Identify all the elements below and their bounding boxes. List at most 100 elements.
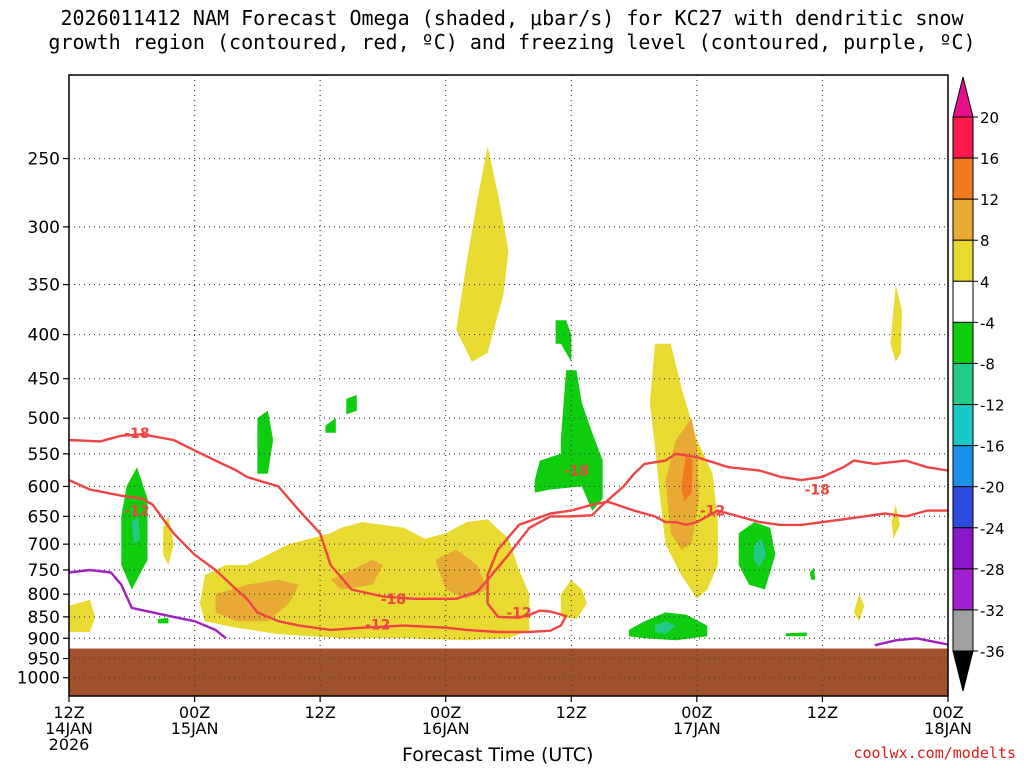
x-tick-label-4: 12Z	[556, 703, 587, 722]
colorbar-label-11: -28	[980, 561, 1005, 579]
colorbar: 20 16 12 8 4 -4 -8 -12 -16 -20 -24 -28 -32 -36	[952, 76, 1005, 692]
contour-line-0	[68, 433, 949, 600]
y-tick-label-14: 950	[28, 650, 60, 670]
y-tick-label-10: 750	[28, 561, 60, 581]
x-tick-line-5-1: 17JAN	[673, 719, 721, 738]
plot-frame	[68, 74, 949, 697]
contour-label-4: -12	[506, 605, 531, 621]
x-tick-label-1: 00Z 15JAN	[171, 703, 219, 738]
colorbar-label-3: 8	[980, 232, 990, 250]
contours: -18 -12 -18 -12 -12 -18 -12 -18	[68, 426, 949, 647]
contour-line-1	[68, 479, 948, 634]
x-tick-label-6: 12Z	[807, 703, 838, 722]
omega-region-15	[257, 410, 274, 474]
omega-region-18	[534, 370, 603, 511]
contour-label-3: -12	[365, 618, 390, 634]
colorbar-label-13: -36	[980, 643, 1005, 661]
omega-region-11	[435, 549, 488, 599]
omega-region-3	[560, 579, 587, 620]
x-tick-label-2: 12Z	[304, 703, 335, 722]
contour-label-2: -18	[381, 592, 406, 608]
omega-region-16	[325, 418, 336, 433]
y-axis: 2503003504004505005506006507007508008509…	[17, 150, 69, 689]
contour-line-3	[874, 637, 949, 647]
omega-region-13	[681, 453, 693, 502]
colorbar-label-6: -8	[980, 355, 995, 373]
x-tick-label-5: 00Z 17JAN	[673, 703, 721, 738]
chart-title-line-2: growth region (contoured, red, ºC) and f…	[48, 30, 976, 54]
y-tick-label-13: 900	[28, 629, 60, 649]
colorbar-swatch-7	[952, 404, 974, 447]
omega-region-26	[655, 621, 676, 635]
colorbar-label-9: -20	[980, 479, 1005, 497]
x-tick-line-7-1: 18JAN	[924, 719, 972, 738]
omega-region-6	[890, 284, 902, 362]
y-tick-label-5: 500	[28, 409, 60, 429]
omega-region-19	[555, 320, 572, 362]
y-tick-label-4: 450	[28, 370, 60, 390]
x-tick-line-1-1: 15JAN	[171, 719, 219, 738]
chart-title-line-1: 2026011412 NAM Forecast Omega (shaded, μ…	[60, 6, 964, 30]
x-axis-label: Forecast Time (UTC)	[402, 744, 594, 766]
x-tick-line-0-2: 2026	[49, 735, 90, 754]
colorbar-swatch-11	[952, 568, 974, 611]
chart-title: 2026011412 NAM Forecast Omega (shaded, μ…	[0, 6, 1024, 54]
y-tick-label-11: 800	[28, 585, 60, 605]
omega-region-22	[157, 617, 169, 624]
colorbar-label-10: -24	[980, 520, 1005, 538]
contour-line-2	[68, 568, 227, 640]
x-tick-line-5-0: 00Z	[681, 703, 712, 722]
omega-region-1	[456, 146, 509, 362]
x-tick-line-7-0: 00Z	[932, 703, 963, 722]
omega-region-17	[346, 395, 357, 415]
colorbar-label-2: 12	[980, 191, 999, 209]
y-tick-label-6: 550	[28, 445, 60, 465]
omega-region-25	[131, 516, 141, 545]
x-tick-label-7: 00Z 18JAN	[924, 703, 972, 738]
y-tick-label-7: 600	[28, 477, 60, 497]
y-tick-label-2: 350	[28, 276, 60, 296]
contour-label-0: -18	[124, 426, 149, 442]
colorbar-swatch-12	[952, 609, 974, 652]
colorbar-label-8: -16	[980, 438, 1005, 456]
contour-label-7: -18	[805, 483, 830, 499]
x-tick-line-0-0: 12Z	[53, 703, 84, 722]
omega-region-4	[163, 516, 174, 565]
x-tick-label-3: 00Z 16JAN	[422, 703, 470, 738]
omega-region-7	[891, 504, 900, 539]
x-tick-label-0: 12Z 14JAN 2026	[45, 703, 93, 754]
omega-region-27	[753, 538, 766, 568]
omega-region-24	[809, 567, 816, 580]
colorbar-label-12: -32	[980, 602, 1005, 620]
contour-label-5: -18	[564, 463, 589, 479]
x-tick-line-3-0: 00Z	[430, 703, 461, 722]
y-tick-label-15: 1000	[17, 669, 60, 689]
x-tick-line-6-0: 12Z	[807, 703, 838, 722]
colorbar-top-arrow	[952, 76, 974, 118]
y-tick-label-3: 400	[28, 326, 60, 346]
colorbar-swatch-5	[952, 321, 974, 364]
colorbar-label-0: 20	[980, 109, 999, 127]
colorbar-swatch-6	[952, 362, 974, 406]
x-tick-line-2-0: 12Z	[304, 703, 335, 722]
x-tick-line-3-1: 16JAN	[422, 719, 470, 738]
contour-label-1: -12	[124, 504, 149, 520]
x-tick-line-4-0: 12Z	[556, 703, 587, 722]
colorbar-swatch-4	[952, 280, 974, 323]
y-tick-label-0: 250	[28, 150, 60, 170]
colorbar-bottom-arrow	[952, 650, 974, 692]
colorbar-label-1: 16	[980, 150, 999, 168]
colorbar-label-4: 4	[980, 273, 990, 291]
x-tick-line-0-1: 14JAN	[45, 719, 93, 738]
colorbar-swatch-0	[952, 116, 974, 159]
colorbar-label-7: -12	[980, 397, 1005, 415]
credit-text: coolwx.com/modelts	[853, 744, 1016, 762]
omega-region-5	[69, 599, 96, 632]
y-tick-label-8: 650	[28, 507, 60, 527]
ground-fill	[69, 648, 948, 696]
contour-label-6: -12	[700, 504, 725, 520]
omega-region-23	[785, 632, 807, 637]
